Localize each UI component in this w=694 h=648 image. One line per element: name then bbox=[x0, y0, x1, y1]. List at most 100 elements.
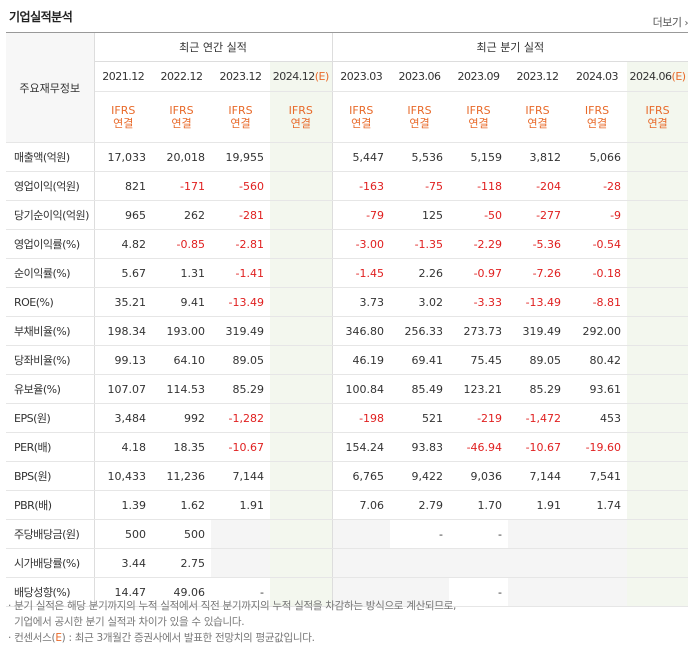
table-cell: 3,484 bbox=[94, 403, 152, 433]
table-cell: 453 bbox=[567, 403, 628, 433]
row-label: 부채비율(%) bbox=[6, 316, 95, 346]
table-cell bbox=[627, 142, 689, 172]
table-cell bbox=[332, 548, 391, 578]
consolidated-label: 연결 bbox=[647, 117, 668, 130]
table-cell: -277 bbox=[508, 200, 568, 230]
table-cell: -10.67 bbox=[508, 432, 568, 462]
table-row: 당좌비율(%) 99.13 64.10 89.05 46.19 69.41 75.45 89.… bbox=[6, 345, 689, 375]
table-cell: 11,236 bbox=[152, 461, 211, 491]
table-cell bbox=[270, 345, 333, 375]
row-label: 당기순이익(억원) bbox=[6, 200, 95, 230]
table-cell: 100.84 bbox=[332, 374, 391, 404]
table-cell bbox=[627, 548, 689, 578]
table-cell bbox=[270, 403, 333, 433]
table-cell bbox=[627, 519, 689, 549]
ifrs-cell: IFRS 연결 bbox=[627, 91, 689, 143]
ifrs-cell: IFRS 연결 bbox=[211, 91, 270, 143]
table-cell: 965 bbox=[94, 200, 152, 230]
period-label: 2024.12(E) bbox=[272, 70, 330, 83]
table-cell bbox=[270, 374, 333, 404]
row-label: BPS(원) bbox=[6, 461, 95, 491]
table-cell bbox=[270, 461, 333, 491]
table-row: 당기순이익(억원) 965 262 -281 -79 125 -50 -277 -9 bbox=[6, 200, 689, 230]
annual-group-header: 최근 연간 실적 bbox=[94, 33, 333, 62]
row-label: PER(배) bbox=[6, 432, 95, 462]
table-cell: -0.54 bbox=[567, 229, 628, 259]
section-title: 기업실적분석 bbox=[9, 10, 73, 24]
table-cell: 46.19 bbox=[332, 345, 391, 375]
table-cell: -171 bbox=[152, 171, 211, 201]
table-row: 매출액(억원) 17,033 20,018 19,955 5,447 5,536 5,159… bbox=[6, 142, 689, 172]
table-cell: - bbox=[390, 519, 450, 549]
estimate-marker: (E) bbox=[671, 70, 687, 83]
period-header: 2023.03 bbox=[332, 61, 391, 92]
table-cell: 93.61 bbox=[567, 374, 628, 404]
table-cell: -198 bbox=[332, 403, 391, 433]
table-cell bbox=[627, 403, 689, 433]
table-cell: 49.06 bbox=[152, 577, 211, 607]
table-cell: -79 bbox=[332, 200, 391, 230]
table-row: 부채비율(%) 198.34 193.00 319.49 346.80 256.33 273… bbox=[6, 316, 689, 346]
table-cell: 114.53 bbox=[152, 374, 211, 404]
table-cell: - bbox=[449, 519, 509, 549]
table-cell: 198.34 bbox=[94, 316, 152, 346]
table-cell bbox=[567, 577, 628, 607]
table-cell: 1.91 bbox=[211, 490, 270, 520]
consolidated-label: 연결 bbox=[468, 117, 489, 130]
table-cell: 19,955 bbox=[211, 142, 270, 172]
table-cell: 64.10 bbox=[152, 345, 211, 375]
table-cell: 14.47 bbox=[94, 577, 152, 607]
period-header: 2021.12 bbox=[94, 61, 152, 92]
table-cell bbox=[270, 490, 333, 520]
table-cell: 99.13 bbox=[94, 345, 152, 375]
table-cell bbox=[332, 519, 391, 549]
footnote-2-e: E bbox=[55, 632, 62, 644]
table-cell bbox=[627, 287, 689, 317]
table-cell: 7.06 bbox=[332, 490, 391, 520]
table-row: PER(배) 4.18 18.35 -10.67 154.24 93.83 -46.94 -1… bbox=[6, 432, 689, 462]
table-cell: -8.81 bbox=[567, 287, 628, 317]
table-cell: 20,018 bbox=[152, 142, 211, 172]
ifrs-header-row: IFRS 연결 IFRS 연결 IFRS 연결 IFRS 연결 IFRS 연결 IFRS 연결 IFRS… bbox=[6, 91, 689, 143]
table-cell: 9,036 bbox=[449, 461, 509, 491]
consolidated-label: 연결 bbox=[171, 117, 192, 130]
table-cell: 107.07 bbox=[94, 374, 152, 404]
ifrs-label: IFRS bbox=[111, 104, 136, 117]
table-cell: 821 bbox=[94, 171, 152, 201]
table-cell bbox=[627, 229, 689, 259]
footnote-1: · 분기 실적은 해당 분기까지의 누적 실적에서 직전 분기까지의 누적 실적… bbox=[8, 600, 457, 612]
table-cell: 5,159 bbox=[449, 142, 509, 172]
table-cell: -75 bbox=[390, 171, 450, 201]
top-rule bbox=[6, 32, 688, 33]
row-label: 시가배당률(%) bbox=[6, 548, 95, 578]
ifrs-cell: IFRS 연결 bbox=[449, 91, 509, 143]
table-cell: 1.70 bbox=[449, 490, 509, 520]
table-cell: 4.82 bbox=[94, 229, 152, 259]
period-header: 2024.12(E) bbox=[270, 61, 333, 92]
table-cell bbox=[627, 258, 689, 288]
table-cell: - bbox=[449, 577, 509, 607]
table-cell: 5,536 bbox=[390, 142, 450, 172]
table-cell: 93.83 bbox=[390, 432, 450, 462]
table-cell: 4.18 bbox=[94, 432, 152, 462]
table-cell: 85.29 bbox=[211, 374, 270, 404]
ifrs-cell: IFRS 연결 bbox=[390, 91, 450, 143]
table-cell: 5,447 bbox=[332, 142, 391, 172]
table-cell bbox=[567, 548, 628, 578]
table-cell: -0.18 bbox=[567, 258, 628, 288]
table-cell: 256.33 bbox=[390, 316, 450, 346]
table-cell: -0.85 bbox=[152, 229, 211, 259]
footnote-2: · 컨센서스(E) : 최근 3개월간 증권사에서 발표한 전망치의 평균값입니… bbox=[8, 630, 456, 646]
table-cell: 3.73 bbox=[332, 287, 391, 317]
ifrs-cell: IFRS 연결 bbox=[94, 91, 152, 143]
table-cell bbox=[627, 490, 689, 520]
table-cell: -46.94 bbox=[449, 432, 509, 462]
footnotes: · 분기 실적은 해당 분기까지의 누적 실적에서 직전 분기까지의 누적 실적… bbox=[8, 598, 456, 646]
period-header: 2023.06 bbox=[390, 61, 450, 92]
table-cell: -50 bbox=[449, 200, 509, 230]
table-row: BPS(원) 10,433 11,236 7,144 6,765 9,422 9,036 7,… bbox=[6, 461, 689, 491]
more-link[interactable]: 더보기 › bbox=[653, 14, 689, 30]
row-label: ROE(%) bbox=[6, 287, 95, 317]
table-cell bbox=[627, 345, 689, 375]
